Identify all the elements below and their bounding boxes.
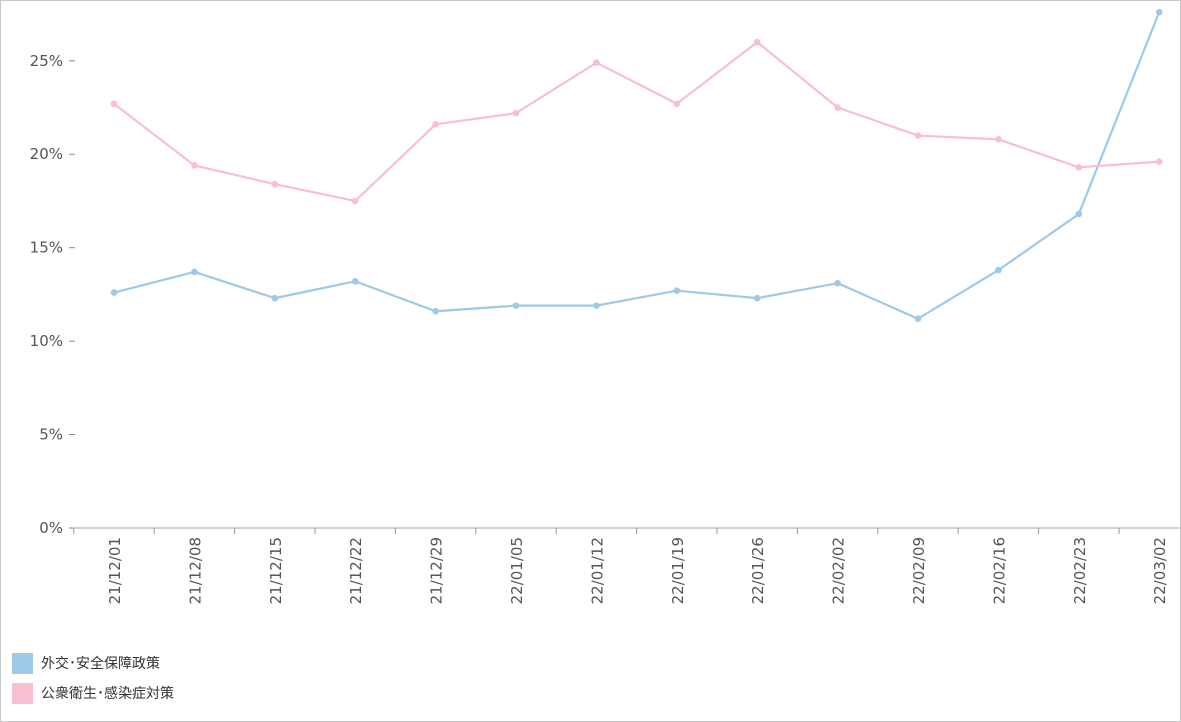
y-tick-label: 0% xyxy=(39,519,63,537)
series-line-0 xyxy=(113,11,1161,320)
data-point[interactable] xyxy=(914,132,922,139)
x-tick-label: 21/12/29 xyxy=(428,537,446,604)
legend-label-public-health: 公衆衛生･感染症対策 xyxy=(41,686,174,702)
x-tick-label: 21/12/08 xyxy=(186,537,204,604)
data-point[interactable] xyxy=(673,287,681,294)
x-tick-label: 22/03/02 xyxy=(1151,537,1169,604)
y-tick-label: 5% xyxy=(39,426,63,444)
x-tick-label: 22/01/05 xyxy=(508,537,526,604)
data-point[interactable] xyxy=(1075,164,1083,171)
x-tick-label: 22/01/19 xyxy=(669,537,687,604)
data-point[interactable] xyxy=(834,104,841,111)
data-point[interactable] xyxy=(271,294,279,302)
x-tick-label: 22/02/23 xyxy=(1071,537,1089,604)
x-tick-label: 22/02/02 xyxy=(830,537,848,604)
legend-item-public-health[interactable]: 公衆衛生･感染症対策 xyxy=(12,678,174,708)
legend: 外交･安全保障政策 公衆衛生･感染症対策 xyxy=(12,648,174,708)
y-tick-label: 20% xyxy=(30,145,63,163)
data-point[interactable] xyxy=(191,162,198,169)
data-point[interactable] xyxy=(432,121,439,128)
data-point[interactable] xyxy=(432,307,439,315)
x-tick-label: 22/01/26 xyxy=(749,537,767,604)
x-tick-label: 22/02/16 xyxy=(990,537,1008,604)
x-tick-label: 22/01/12 xyxy=(588,537,606,604)
x-tick-label: 21/12/22 xyxy=(347,537,365,604)
data-point[interactable] xyxy=(673,100,681,108)
data-point[interactable] xyxy=(512,302,520,309)
data-point[interactable] xyxy=(995,266,1002,274)
data-point[interactable] xyxy=(593,302,600,309)
data-point[interactable] xyxy=(271,180,279,188)
data-point[interactable] xyxy=(110,289,118,296)
line-chart: 0% 5% 10% 15% 20% 25% 21/12/01 21/12/08 21/12/1… xyxy=(30,8,1180,604)
x-tick-label: 21/12/15 xyxy=(267,537,285,604)
legend-swatch-public-health xyxy=(12,682,33,704)
data-point[interactable] xyxy=(995,135,1002,143)
data-point[interactable] xyxy=(351,278,359,285)
y-tick-label: 25% xyxy=(30,52,63,70)
data-point[interactable] xyxy=(753,38,761,46)
data-point[interactable] xyxy=(593,59,600,66)
x-tick-label: 22/02/09 xyxy=(910,537,928,604)
x-tick-label: 21/12/01 xyxy=(106,537,124,604)
data-point[interactable] xyxy=(1155,158,1163,166)
data-point[interactable] xyxy=(1155,8,1163,16)
data-point[interactable] xyxy=(351,197,359,205)
y-tick-label: 10% xyxy=(30,332,63,350)
data-point[interactable] xyxy=(512,109,520,117)
series-line-1 xyxy=(113,41,1160,203)
data-point[interactable] xyxy=(191,268,198,276)
data-point[interactable] xyxy=(1075,210,1083,218)
data-point[interactable] xyxy=(914,315,922,322)
legend-item-diplomacy[interactable]: 外交･安全保障政策 xyxy=(12,648,174,678)
data-point[interactable] xyxy=(753,294,761,302)
data-point[interactable] xyxy=(110,100,118,108)
y-tick-label: 15% xyxy=(30,239,63,257)
legend-swatch-diplomacy xyxy=(12,652,33,674)
data-point[interactable] xyxy=(834,279,841,287)
legend-label-diplomacy: 外交･安全保障政策 xyxy=(41,656,160,672)
